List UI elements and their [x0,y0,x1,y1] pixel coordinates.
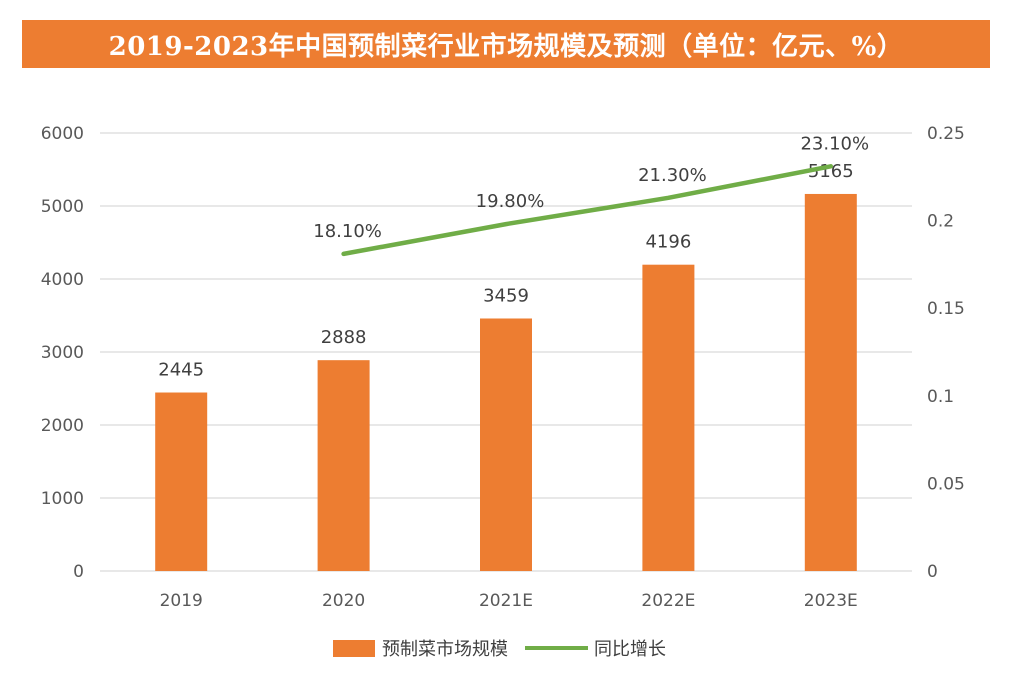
growth-label-2021E: 19.80% [476,191,545,212]
legend-bar-label: 预制菜市场规模 [382,639,508,660]
left-axis-tick-2000: 2000 [41,416,84,436]
x-tick-2023E: 2023E [804,591,858,611]
bar-2020 [317,360,370,571]
left-axis-tick-3000: 3000 [41,343,84,363]
right-axis-tick-0.2: 0.2 [927,212,954,232]
bar-2023E [804,193,857,571]
bar-2021E [480,318,532,571]
x-tick-2021E: 2021E [479,591,533,611]
bar-2019 [155,392,208,571]
bar-label-2021E: 3459 [483,285,529,306]
line-series [341,164,834,257]
left-axis-tick-0: 0 [73,562,84,582]
left-axis-tick-4000: 4000 [41,270,84,290]
left-axis-tick-6000: 6000 [41,124,84,144]
right-y-axis: 0 0.05 0.1 0.15 0.2 0.25 [927,124,965,582]
x-tick-2022E: 2022E [641,591,695,611]
bar-label-2020: 2888 [321,327,367,348]
x-axis-labels: 2019 2020 2021E 2022E 2023E [160,591,858,611]
left-axis-tick-5000: 5000 [41,197,84,217]
legend: 预制菜市场规模 同比增长 [333,639,666,660]
right-axis-tick-0.15: 0.15 [927,299,965,319]
right-axis-tick-0: 0 [927,562,938,582]
bar-label-2022E: 4196 [645,232,691,253]
x-tick-2019: 2019 [160,591,203,611]
line-data-labels: 18.10% 19.80% 21.30% 23.10% [313,133,869,242]
growth-label-2020: 18.10% [313,221,382,242]
growth-line [341,164,834,257]
left-axis-tick-1000: 1000 [41,489,84,509]
bar-label-2019: 2445 [158,360,204,381]
legend-line-label: 同比增长 [594,639,666,660]
x-tick-2020: 2020 [322,591,365,611]
chart-title: 2019-2023年中国预制菜行业市场规模及预测（单位：亿元、%） [22,20,990,68]
right-axis-tick-0.25: 0.25 [927,124,965,144]
growth-label-2023E: 23.10% [800,133,869,154]
left-y-axis: 0 1000 2000 3000 4000 5000 6000 [41,124,84,582]
right-axis-tick-0.05: 0.05 [927,474,965,494]
legend-bar-swatch [333,640,375,657]
bar-2022E [642,264,695,571]
bar-label-2023E: 5165 [808,161,854,182]
growth-label-2022E: 21.30% [638,165,707,186]
bar-series [155,193,857,571]
right-axis-tick-0.1: 0.1 [927,387,954,407]
bar-data-labels: 2445 2888 3459 4196 5165 [158,161,853,381]
